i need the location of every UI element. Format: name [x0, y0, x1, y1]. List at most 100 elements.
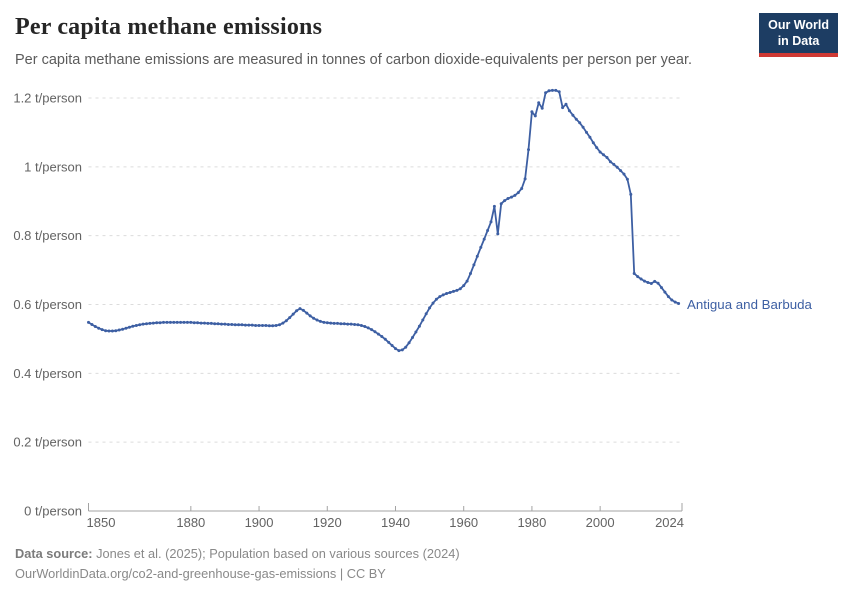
- data-point-marker: [145, 322, 148, 326]
- data-point-marker: [564, 102, 568, 106]
- data-point-marker: [578, 121, 582, 125]
- data-point-marker: [629, 192, 633, 196]
- data-point-marker: [411, 336, 414, 339]
- x-tick-label: 1920: [313, 515, 342, 530]
- y-tick-label: 1 t/person: [24, 159, 82, 174]
- data-point-marker: [213, 322, 217, 326]
- data-point-marker: [486, 229, 490, 232]
- data-point-marker: [376, 332, 380, 336]
- data-point-marker: [612, 162, 616, 166]
- data-point-marker: [264, 324, 268, 327]
- line-series-antigua-and-barbuda[interactable]: [87, 89, 680, 352]
- data-point-marker: [492, 204, 496, 208]
- data-point-marker: [530, 110, 534, 114]
- data-point-marker: [482, 237, 486, 241]
- data-point-marker: [673, 300, 677, 304]
- data-point-marker: [557, 90, 561, 94]
- data-point-marker: [417, 324, 421, 328]
- data-point-marker: [465, 279, 469, 283]
- data-point-marker: [305, 311, 309, 315]
- data-point-marker: [192, 321, 196, 325]
- data-point-marker: [148, 321, 152, 325]
- data-point-marker: [114, 329, 118, 333]
- owid-logo[interactable]: Our World in Data: [759, 13, 838, 58]
- data-point-marker: [653, 279, 657, 283]
- data-point-marker: [513, 193, 517, 197]
- data-point-marker: [226, 323, 230, 326]
- data-point-marker: [206, 321, 210, 325]
- data-point-marker: [243, 323, 247, 327]
- data-point-marker: [298, 307, 302, 311]
- data-point-marker: [414, 330, 418, 334]
- footer-url-license: OurWorldinData.org/co2-and-greenhouse-ga…: [15, 566, 386, 581]
- y-tick-label: 0.8 t/person: [13, 228, 82, 243]
- data-point-marker: [431, 301, 435, 305]
- data-point-marker: [540, 106, 544, 110]
- data-point-marker: [117, 328, 121, 332]
- data-point-marker: [516, 191, 520, 195]
- data-point-marker: [278, 323, 281, 327]
- data-point-marker: [421, 318, 425, 322]
- data-point-marker: [107, 329, 111, 333]
- data-point-marker: [547, 89, 551, 93]
- data-point-marker: [124, 326, 128, 330]
- data-point-marker: [90, 323, 94, 326]
- data-point-marker: [458, 287, 462, 291]
- data-point-marker: [261, 324, 264, 327]
- data-point-marker: [452, 289, 455, 293]
- data-point-marker: [175, 320, 179, 324]
- data-point-marker: [407, 341, 411, 345]
- data-point-marker: [271, 324, 275, 328]
- data-point-marker: [666, 295, 670, 299]
- data-point-marker: [104, 329, 108, 333]
- data-point-marker: [615, 165, 619, 169]
- owid-logo-line1: Our World: [768, 18, 829, 32]
- data-point-marker: [110, 329, 114, 333]
- data-point-marker: [520, 187, 524, 190]
- data-point-marker: [561, 106, 565, 110]
- data-point-marker: [172, 320, 176, 324]
- series-label-antigua-and-barbuda[interactable]: Antigua and Barbuda: [687, 297, 812, 312]
- data-point-marker: [185, 320, 189, 324]
- data-point-marker: [581, 125, 585, 129]
- data-point-marker: [237, 323, 241, 327]
- data-point-marker: [387, 340, 391, 344]
- data-point-marker: [677, 302, 681, 305]
- data-point-marker: [656, 281, 660, 285]
- data-point-marker: [182, 320, 186, 324]
- data-point-marker: [165, 320, 169, 324]
- data-point-marker: [87, 320, 90, 324]
- data-point-marker: [189, 320, 193, 324]
- data-point-marker: [455, 288, 459, 292]
- data-point-marker: [574, 117, 578, 121]
- data-point-marker: [312, 316, 316, 320]
- data-point-marker: [209, 321, 213, 325]
- data-point-marker: [554, 88, 558, 92]
- data-point-marker: [428, 306, 432, 310]
- data-point-marker: [503, 199, 507, 203]
- data-point-marker: [359, 324, 363, 327]
- footer-data-source-text: Jones et al. (2025); Population based on…: [92, 546, 460, 561]
- x-tick-label: 2000: [586, 515, 615, 530]
- data-point-marker: [595, 146, 599, 150]
- data-point-marker: [441, 293, 445, 297]
- data-point-marker: [567, 109, 571, 113]
- data-point-marker: [649, 282, 653, 285]
- data-point-marker: [445, 292, 449, 295]
- data-point-marker: [353, 323, 357, 326]
- data-point-marker: [400, 348, 404, 352]
- data-point-marker: [356, 323, 360, 327]
- data-point-marker: [506, 197, 510, 200]
- data-point-marker: [646, 281, 650, 284]
- data-point-marker: [462, 284, 466, 288]
- x-tick-label: 1960: [449, 515, 478, 530]
- data-point-marker: [448, 291, 452, 294]
- data-point-marker: [291, 312, 295, 316]
- data-point-marker: [469, 272, 472, 275]
- data-point-marker: [315, 318, 319, 322]
- data-point-marker: [141, 322, 145, 326]
- chart-subtitle: Per capita methane emissions are measure…: [15, 52, 693, 68]
- data-point-marker: [254, 324, 258, 327]
